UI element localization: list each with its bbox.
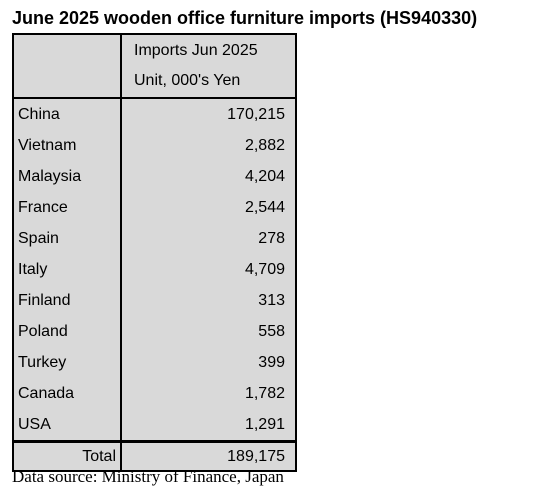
value-cell: 1,291: [120, 409, 297, 442]
header-blank: [12, 33, 122, 99]
value-cell: 278: [120, 223, 297, 254]
table-body: Imports Jun 2025 Unit, 000's Yen China 17…: [12, 33, 297, 472]
country-row: France 2,544: [12, 192, 297, 223]
country-row: Malaysia 4,204: [12, 161, 297, 192]
value-cell: 4,204: [120, 161, 297, 192]
label-cell: Italy: [12, 254, 122, 285]
value-cell: 399: [120, 347, 297, 378]
value-cell: 1,782: [120, 378, 297, 409]
label-cell: Poland: [12, 316, 122, 347]
country-row: Poland 558: [12, 316, 297, 347]
value-cell: 189,175: [120, 440, 297, 472]
country-row: Spain 278: [12, 223, 297, 254]
header-line: Unit, 000's Yen: [134, 72, 241, 89]
header-line: Imports Jun 2025: [134, 42, 258, 59]
label-cell: France: [12, 192, 122, 223]
label-cell: Malaysia: [12, 161, 122, 192]
label-cell: Canada: [12, 378, 122, 409]
header-cell: Imports Jun 2025 Unit, 000's Yen: [120, 33, 297, 99]
country-row: Vietnam 2,882: [12, 130, 297, 161]
value-cell: 4,709: [120, 254, 297, 285]
title: June 2025 wooden office furniture import…: [12, 8, 478, 28]
value-cell: 313: [120, 285, 297, 316]
imports-table: Imports Jun 2025 Unit, 000's Yen China 17…: [12, 33, 297, 472]
label-cell: USA: [12, 409, 122, 442]
label-cell: Total: [12, 440, 122, 472]
country-row: Italy 4,709: [12, 254, 297, 285]
label-cell: Vietnam: [12, 130, 122, 161]
value-cell: 2,544: [120, 192, 297, 223]
label-cell: Spain: [12, 223, 122, 254]
value-cell: 558: [120, 316, 297, 347]
country-row: Canada 1,782: [12, 378, 297, 409]
country-row: Finland 313: [12, 285, 297, 316]
header-row: Imports Jun 2025 Unit, 000's Yen: [12, 33, 297, 99]
label-cell: Turkey: [12, 347, 122, 378]
value-cell: 2,882: [120, 130, 297, 161]
value-cell: 170,215: [120, 98, 297, 130]
total-row: Total 189,175: [12, 440, 297, 472]
country-row: Turkey 399: [12, 347, 297, 378]
label-cell: China: [12, 98, 122, 130]
source-note: Data source: Ministry of Finance, Japan: [12, 467, 284, 486]
country-row: USA 1,291: [12, 409, 297, 442]
label-cell: Finland: [12, 285, 122, 316]
country-row: China 170,215: [12, 98, 297, 130]
